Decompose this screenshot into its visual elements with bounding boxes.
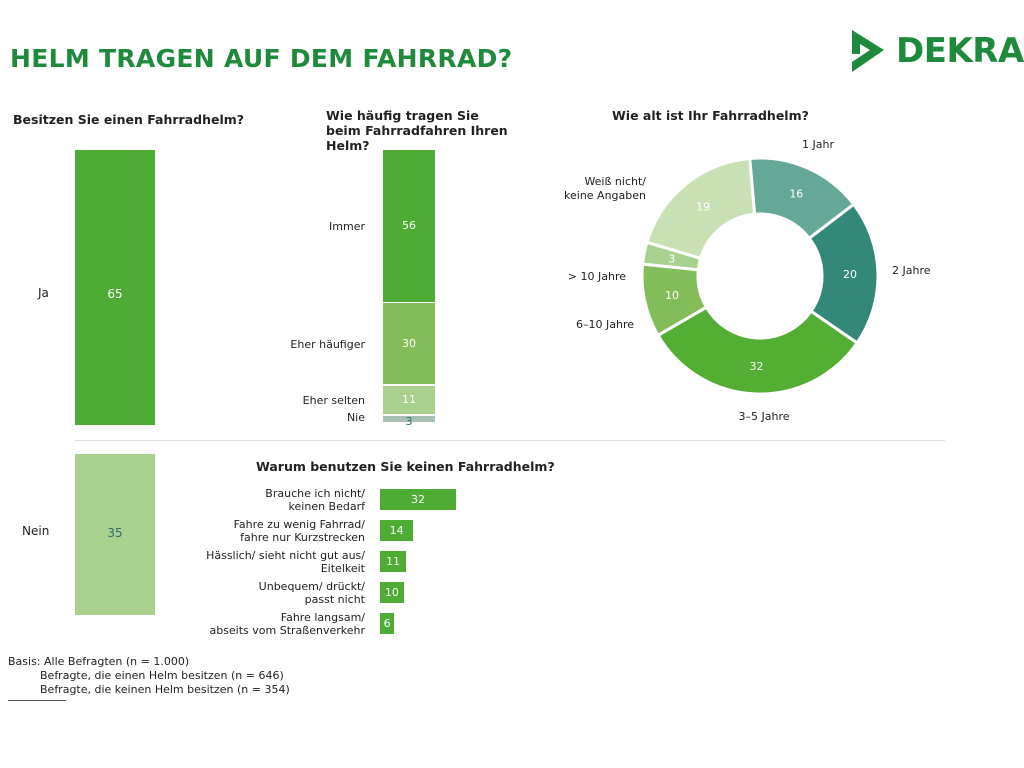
page-title: HELM TRAGEN AUF DEM FAHRRAD? <box>10 44 513 73</box>
hbar-value: 11 <box>386 555 401 568</box>
hbar-value: 6 <box>383 617 391 630</box>
hbar-value: 10 <box>384 586 399 599</box>
slice-value: 20 <box>843 268 857 281</box>
slice-value: 19 <box>696 200 710 213</box>
footnote-rule <box>8 700 66 701</box>
hbar-label: Brauche ich nicht/keinen Bedarf <box>145 487 365 513</box>
segment-label: Eher häufiger <box>290 337 365 351</box>
dekra-arrow-icon <box>852 30 884 72</box>
hbar-value: 14 <box>389 524 404 537</box>
hbar: 32 <box>380 489 456 510</box>
bar-ja: 65 <box>75 150 155 425</box>
stack-segment: 3 <box>383 415 435 428</box>
segment-label: Immer <box>329 219 365 233</box>
donut-slice <box>807 202 880 346</box>
chart1-title: Besitzen Sie einen Fahrradhelm? <box>13 112 245 127</box>
segment-value: 30 <box>402 336 416 350</box>
hbar-label-text: Hässlich/ sieht nicht gut aus/Eitelkeit <box>206 549 365 575</box>
slice-value: 16 <box>789 188 803 201</box>
hbar-label-text: Unbequem/ drückt/passt nicht <box>258 580 365 606</box>
bar-value: 35 <box>107 526 123 540</box>
hbar-label-text: Fahre langsam/abseits vom Straßenverkehr <box>209 611 365 637</box>
slice-label: 2 Jahre <box>892 264 931 277</box>
hbar: 10 <box>380 582 404 603</box>
bar-value: 65 <box>107 287 123 301</box>
donut-slice <box>645 156 757 261</box>
footnote-basis: Basis: Alle Befragten (n = 1.000) <box>8 655 190 668</box>
hbar-label: Hässlich/ sieht nicht gut aus/Eitelkeit <box>145 549 365 575</box>
divider <box>75 440 945 441</box>
hbar-label: Fahre langsam/abseits vom Straßenverkehr <box>145 611 365 637</box>
category-label-nein: Nein <box>22 524 50 538</box>
hbar: 6 <box>380 613 395 634</box>
footnote-helmet-owners: Befragte, die einen Helm besitzen (n = 6… <box>40 669 284 682</box>
segment-value: 56 <box>402 218 416 232</box>
hbar-label-text: Fahre zu wenig Fahrrad/fahre nur Kurzstr… <box>233 518 365 544</box>
hbar-label: Unbequem/ drückt/passt nicht <box>145 580 365 606</box>
hbar: 14 <box>380 520 414 541</box>
slice-label: 3–5 Jahre <box>739 410 790 423</box>
segment-label: Eher selten <box>302 393 365 407</box>
slice-label: Weiß nicht/keine Angaben <box>564 175 646 202</box>
stack-segment: 56 <box>383 150 435 302</box>
segment-value: 11 <box>402 392 416 406</box>
bar-nein: 35 <box>75 454 155 615</box>
chart3-title: Wie alt ist Ihr Fahrradhelm? <box>612 108 809 123</box>
footnote-non-owners: Befragte, die keinen Helm besitzen (n = … <box>40 683 290 696</box>
segment-value: 3 <box>405 414 413 428</box>
slice-value: 32 <box>750 360 764 373</box>
slice-value: 10 <box>665 289 679 302</box>
segment-label: Nie <box>346 410 365 424</box>
hbar-label-text: Brauche ich nicht/keinen Bedarf <box>265 487 365 513</box>
dekra-logo: DEKRA <box>850 28 1024 74</box>
chart2-title: Wie häufig tragen Sie beim Fahrradfahren… <box>326 108 508 153</box>
category-label-ja: Ja <box>38 286 49 300</box>
chart4-title: Warum benutzen Sie keinen Fahrradhelm? <box>256 459 555 474</box>
logo-text: DEKRA <box>896 31 1024 71</box>
hbar-label: Fahre zu wenig Fahrrad/fahre nur Kurzstr… <box>145 518 365 544</box>
hbar-value: 32 <box>411 493 425 506</box>
slice-value: 3 <box>668 253 675 266</box>
slice-label: 6–10 Jahre <box>576 318 634 331</box>
slice-label: > 10 Jahre <box>568 270 626 283</box>
stack-segment: 30 <box>383 303 435 385</box>
hbar: 11 <box>380 551 407 572</box>
slice-label: 1 Jahr <box>802 138 834 151</box>
stack-segment: 11 <box>383 385 435 415</box>
donut-slice <box>655 305 860 396</box>
